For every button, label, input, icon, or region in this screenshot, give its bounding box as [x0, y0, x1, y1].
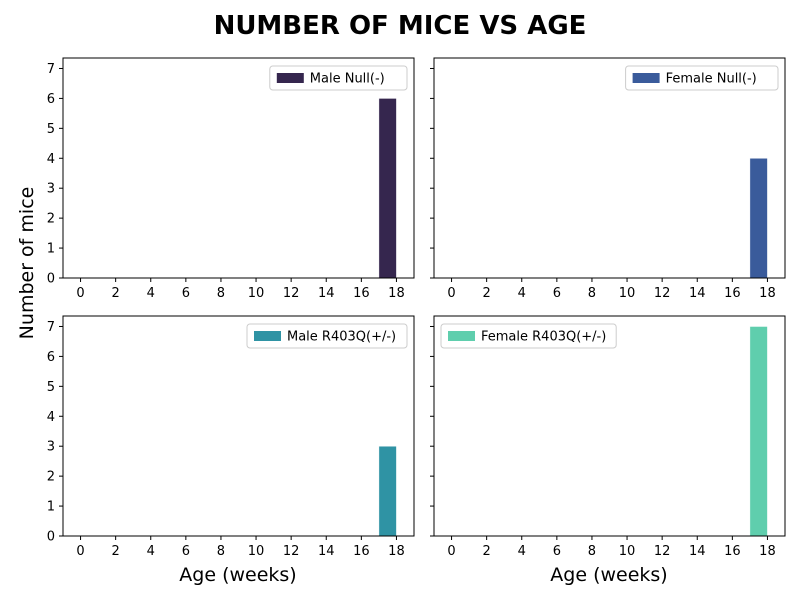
legend-box: [440, 323, 617, 349]
x-tick-label: 6: [553, 544, 561, 559]
subplot-4: 0 2 4 6 8 10 12 14 16 18 Female R403Q(+/-): [430, 315, 786, 559]
x-tick-label: 14: [689, 286, 706, 301]
legend-swatch: [276, 73, 304, 83]
legend-box: [269, 65, 408, 91]
y-tick-label: 5: [47, 380, 55, 395]
y-tick-label: 1: [47, 242, 55, 257]
bar-3-1: [378, 445, 397, 537]
x-tick-label: 6: [182, 544, 190, 559]
legend: Male R403Q(+/-): [246, 323, 408, 349]
y-tick-label: 0: [47, 530, 55, 545]
legend-label: Female Null(-): [666, 72, 757, 87]
x-tick-label: 16: [724, 286, 741, 301]
x-tick-label: 12: [283, 286, 300, 301]
x-axis-label-left: Age (weeks): [179, 564, 296, 586]
y-tick-label: 5: [47, 122, 55, 137]
legend-label: Male R403Q(+/-): [287, 330, 396, 345]
x-tick-label: 2: [483, 286, 491, 301]
x-tick-label: 18: [388, 544, 405, 559]
x-tick-label: 4: [518, 286, 526, 301]
x-tick-label: 18: [759, 544, 776, 559]
bar-2-1: [749, 158, 768, 279]
x-tick-label: 14: [318, 544, 335, 559]
x-tick-label: 0: [447, 286, 455, 301]
axes-frame: [433, 315, 786, 537]
y-tick-label: 7: [47, 62, 55, 77]
x-tick-label: 4: [147, 286, 155, 301]
legend-swatch: [448, 331, 475, 341]
chart-title: NUMBER OF MICE VS AGE: [214, 11, 587, 41]
y-tick-label: 2: [47, 470, 55, 485]
legend-swatch: [632, 73, 660, 83]
x-tick-label: 12: [654, 544, 671, 559]
x-tick-label: 16: [353, 286, 370, 301]
axes-frame: [433, 57, 786, 279]
legend-label: Male Null(-): [310, 72, 385, 87]
bar-4-1: [749, 326, 768, 537]
x-tick-label: 8: [588, 286, 596, 301]
legend: Female Null(-): [625, 65, 779, 91]
x-tick-label: 6: [182, 286, 190, 301]
x-tick-label: 4: [518, 544, 526, 559]
axes-frame: [62, 315, 415, 537]
legend: Male Null(-): [269, 65, 408, 91]
y-tick-label: 6: [47, 350, 55, 365]
x-tick-label: 10: [619, 286, 636, 301]
legend-box: [246, 323, 408, 349]
x-tick-label: 0: [76, 286, 84, 301]
y-tick-label: 0: [47, 272, 55, 287]
x-tick-label: 16: [353, 544, 370, 559]
bar-1-1: [378, 98, 397, 279]
x-tick-label: 14: [318, 286, 335, 301]
x-tick-label: 12: [654, 286, 671, 301]
x-tick-label: 6: [553, 286, 561, 301]
x-tick-label: 18: [759, 286, 776, 301]
legend-box: [625, 65, 779, 91]
y-tick-label: 3: [47, 182, 55, 197]
x-tick-label: 4: [147, 544, 155, 559]
x-tick-label: 2: [483, 544, 491, 559]
y-tick-label: 3: [47, 440, 55, 455]
y-tick-label: 6: [47, 92, 55, 107]
x-tick-label: 0: [447, 544, 455, 559]
x-tick-label: 8: [217, 544, 225, 559]
axes-frame: [62, 57, 415, 279]
x-tick-label: 16: [724, 544, 741, 559]
y-axis-label: Number of mice: [16, 187, 38, 340]
y-tick-label: 2: [47, 212, 55, 227]
subplot-2: 0 2 4 6 8 10 12 14 16 18 Female Null(-): [430, 57, 786, 301]
y-tick-label: 4: [47, 410, 55, 425]
x-tick-label: 8: [217, 286, 225, 301]
x-tick-label: 0: [76, 544, 84, 559]
legend: Female R403Q(+/-): [440, 323, 617, 349]
x-tick-label: 10: [248, 544, 265, 559]
y-tick-label: 4: [47, 152, 55, 167]
y-tick-label: 1: [47, 500, 55, 515]
x-tick-label: 14: [689, 544, 706, 559]
legend-swatch: [254, 331, 281, 341]
x-tick-label: 2: [112, 286, 120, 301]
x-tick-label: 8: [588, 544, 596, 559]
legend-label: Female R403Q(+/-): [481, 330, 606, 345]
x-tick-label: 18: [388, 286, 405, 301]
x-tick-label: 10: [619, 544, 636, 559]
x-tick-label: 2: [112, 544, 120, 559]
x-axis-label-right: Age (weeks): [550, 564, 667, 586]
x-tick-label: 10: [248, 286, 265, 301]
y-tick-label: 7: [47, 320, 55, 335]
x-tick-label: 12: [283, 544, 300, 559]
